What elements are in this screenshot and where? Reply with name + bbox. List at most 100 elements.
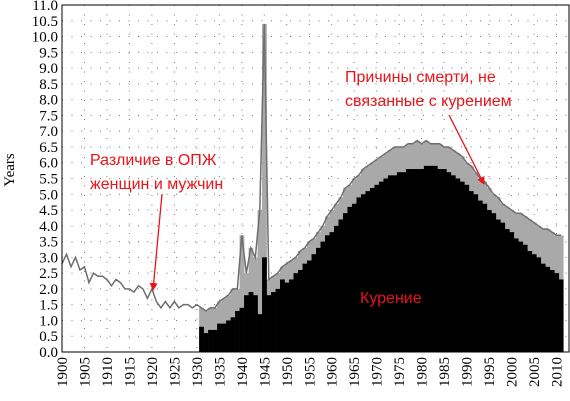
bar	[419, 169, 425, 352]
bar	[244, 295, 249, 352]
bar	[437, 169, 443, 352]
x-tick-label: 1950	[280, 357, 296, 387]
y-tick-label: 3.0	[39, 250, 58, 266]
y-tick-label: 8.0	[39, 93, 58, 109]
y-axis-label: Years	[2, 153, 18, 187]
y-tick-label: 5.0	[39, 187, 58, 203]
bar	[374, 184, 380, 352]
bar	[208, 329, 213, 352]
x-tick-label: 1980	[415, 357, 431, 387]
bar	[486, 210, 492, 352]
y-tick-label: 1.5	[39, 298, 58, 314]
bar	[558, 279, 564, 352]
x-tick-label: 2005	[527, 357, 543, 387]
bar	[275, 288, 281, 352]
bar	[271, 292, 276, 352]
y-tick-label: 9.0	[39, 61, 58, 77]
y-tick-label: 8.5	[39, 77, 58, 93]
bar	[522, 244, 528, 352]
bar	[504, 228, 510, 352]
bar	[320, 241, 326, 352]
bar	[518, 241, 524, 352]
bar	[342, 213, 348, 352]
bar	[383, 178, 389, 352]
bar	[401, 172, 407, 352]
bar	[360, 194, 366, 352]
bar	[365, 191, 371, 352]
bar	[307, 260, 312, 352]
y-tick-label: 10.0	[32, 30, 58, 46]
x-tick-label: 2000	[505, 357, 521, 387]
bar	[226, 320, 231, 352]
bar	[536, 257, 542, 352]
x-tick-label: 1915	[122, 357, 138, 387]
annotation-arrow	[149, 193, 163, 291]
bar	[230, 317, 236, 352]
bar	[302, 263, 308, 352]
x-tick-label: 1995	[482, 357, 498, 387]
x-tick-label: 1925	[167, 357, 183, 387]
y-tick-label: 2.5	[39, 266, 58, 282]
bar	[351, 203, 357, 352]
annotation: связанные с курением	[345, 93, 512, 110]
y-tick-label: 6.5	[39, 140, 58, 156]
y-tick-label: 9.5	[39, 45, 58, 61]
bar	[405, 169, 411, 352]
bar	[455, 178, 461, 352]
bar	[369, 187, 375, 352]
y-tick-label: 1.0	[39, 313, 58, 329]
bar	[459, 181, 465, 352]
y-tick-label: 7.5	[39, 108, 58, 124]
bar	[262, 257, 267, 352]
bar	[473, 194, 479, 352]
y-tick-label: 0.0	[39, 345, 58, 361]
y-tick-label: 7.0	[39, 124, 58, 140]
bar	[298, 269, 303, 352]
bar	[527, 251, 533, 352]
bar	[392, 175, 398, 352]
bar	[432, 165, 438, 352]
x-tick-label: 1940	[235, 357, 251, 387]
bar	[545, 266, 551, 352]
annotation: женщин и мужчин	[90, 176, 223, 193]
bar	[500, 222, 506, 352]
bar	[248, 292, 254, 352]
bar	[253, 295, 258, 352]
y-tick-label: 10.5	[32, 14, 58, 30]
annotation-arrow	[448, 114, 485, 185]
y-tick-label: 4.0	[39, 219, 58, 235]
bar	[221, 323, 227, 352]
bar	[280, 279, 285, 352]
bar	[540, 263, 546, 352]
annotation: Курение	[360, 290, 422, 307]
bar	[513, 238, 519, 352]
bar	[549, 269, 555, 352]
y-tick-label: 6.0	[39, 156, 58, 172]
bar	[239, 235, 245, 352]
bar	[495, 219, 501, 352]
bar	[324, 235, 330, 352]
x-tick-label: 1945	[257, 357, 273, 387]
bar	[347, 206, 353, 352]
bar	[396, 172, 402, 352]
bar	[239, 307, 245, 352]
bar	[554, 273, 560, 352]
bar	[468, 191, 474, 352]
y-tick-label: 0.5	[39, 329, 58, 345]
x-tick-label: 1900	[55, 357, 71, 387]
x-tick-label: 1975	[392, 357, 408, 387]
bar	[257, 314, 263, 352]
x-tick-label: 1905	[77, 357, 93, 387]
x-tick-label: 1970	[370, 357, 386, 387]
x-tick-label: 2010	[550, 357, 566, 387]
bar	[311, 254, 317, 352]
bar	[441, 169, 447, 352]
bar	[293, 273, 299, 352]
bar	[235, 310, 240, 352]
bar	[482, 203, 488, 352]
bar	[203, 310, 209, 352]
annotation: Различие в ОПЖ	[90, 152, 217, 169]
bar	[509, 232, 515, 352]
bar	[423, 165, 429, 352]
